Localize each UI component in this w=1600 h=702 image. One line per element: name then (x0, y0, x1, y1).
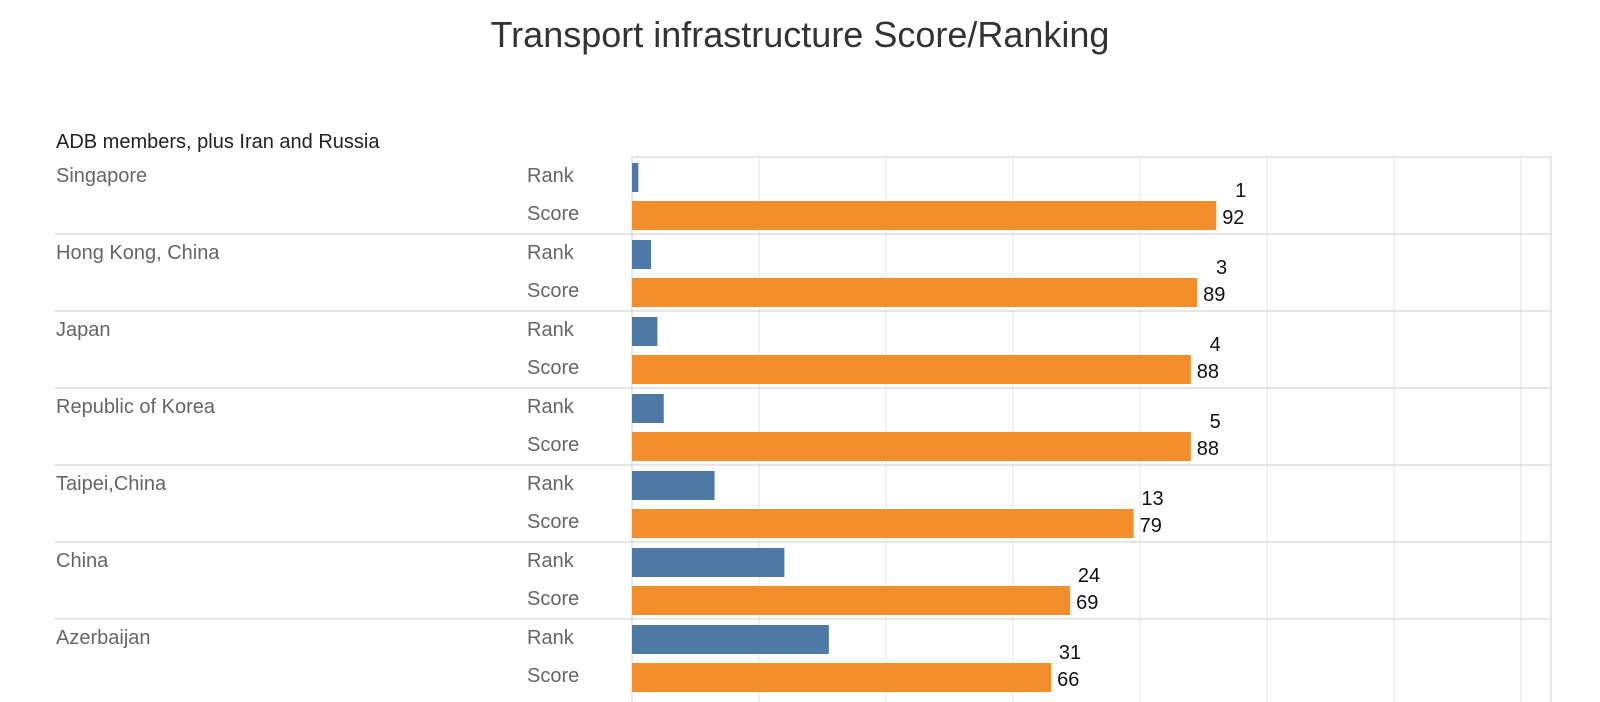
score-value-label: 88 (1197, 438, 1219, 460)
rank-value-label: 4 (1210, 334, 1221, 356)
score-value-label: 66 (1057, 669, 1079, 691)
measure-label-rank: Rank (527, 319, 575, 341)
rank-bar (632, 471, 715, 500)
chart-title: Transport infrastructure Score/Ranking (490, 14, 1110, 55)
rank-bar (632, 317, 658, 346)
category-label: Taipei,China (56, 473, 167, 495)
score-value-label: 88 (1197, 361, 1219, 383)
measure-label-rank: Rank (527, 165, 575, 187)
score-bar (632, 663, 1052, 692)
measure-label-rank: Rank (527, 550, 575, 572)
score-value-label: 79 (1140, 515, 1162, 537)
rank-value-label: 24 (1078, 565, 1100, 587)
rank-bar (632, 240, 652, 269)
plot-frame (631, 156, 1552, 702)
rank-bar (632, 163, 639, 192)
chart-subtitle: ADB members, plus Iran and Russia (56, 131, 380, 153)
measure-label-rank: Rank (527, 627, 575, 649)
measure-label-score: Score (527, 511, 579, 533)
category-label: Hong Kong, China (56, 242, 220, 264)
rank-value-label: 13 (1141, 488, 1163, 510)
score-value-label: 69 (1076, 592, 1098, 614)
measure-label-rank: Rank (527, 242, 575, 264)
score-value-label: 89 (1203, 284, 1225, 306)
measure-label-score: Score (527, 588, 579, 610)
category-label: Japan (56, 319, 111, 341)
measure-label-rank: Rank (527, 396, 575, 418)
rank-bar (632, 625, 829, 654)
measure-label-score: Score (527, 203, 579, 225)
rank-value-label: 1 (1235, 180, 1246, 202)
category-label: Republic of Korea (56, 396, 216, 418)
rank-value-label: 5 (1210, 411, 1221, 433)
category-label: China (56, 550, 109, 572)
category-label: Singapore (56, 165, 147, 187)
measure-label-score: Score (527, 665, 579, 687)
score-bar (632, 355, 1191, 384)
measure-label-score: Score (527, 434, 579, 456)
rank-bar (632, 548, 785, 577)
score-bar (632, 432, 1191, 461)
score-bar (632, 586, 1071, 615)
score-bar (632, 201, 1217, 230)
score-bar (632, 278, 1198, 307)
category-label: Azerbaijan (56, 627, 151, 649)
measure-label-score: Score (527, 357, 579, 379)
rank-value-label: 3 (1216, 257, 1227, 279)
measure-label-score: Score (527, 280, 579, 302)
score-value-label: 92 (1222, 207, 1244, 229)
rank-bar (632, 394, 664, 423)
rank-value-label: 31 (1059, 642, 1081, 664)
score-bar (632, 509, 1134, 538)
measure-label-rank: Rank (527, 473, 575, 495)
